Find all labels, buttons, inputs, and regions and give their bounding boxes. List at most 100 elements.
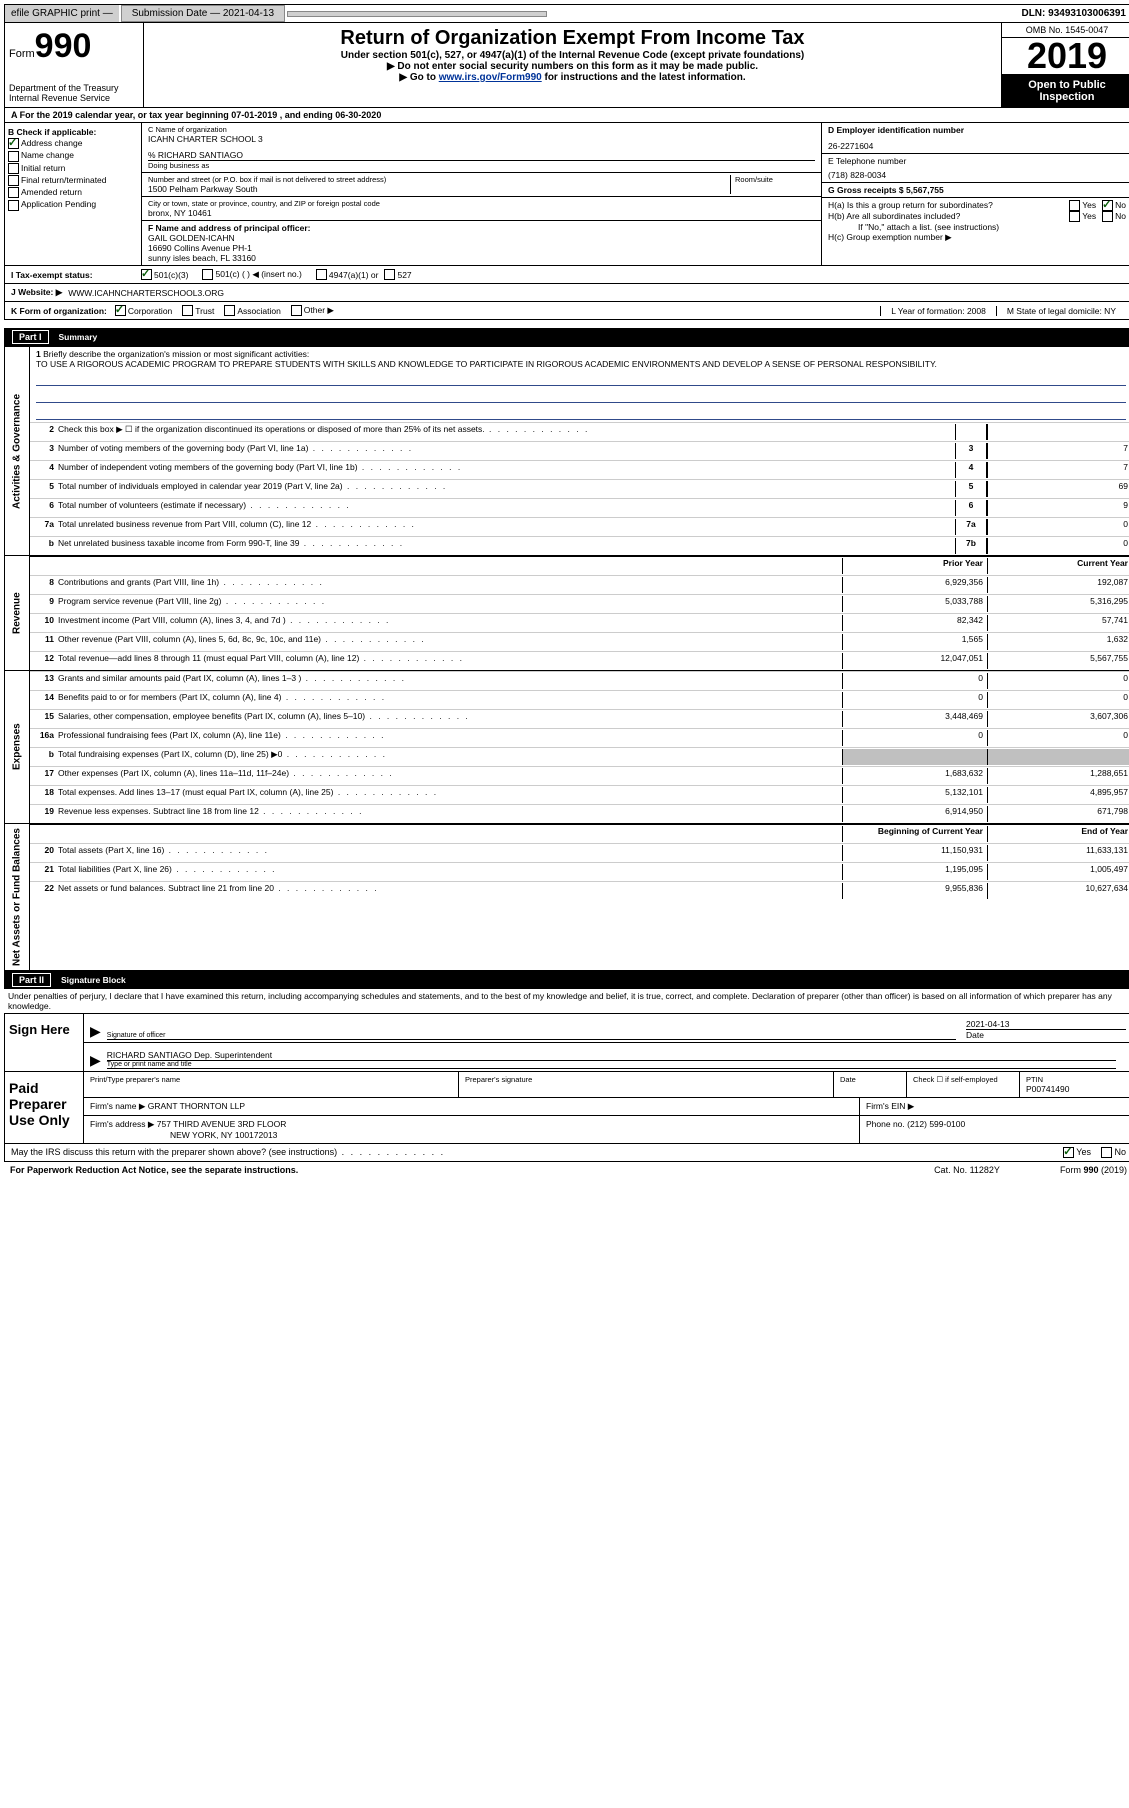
part2-header: Part II Signature Block <box>4 971 1129 989</box>
org-name-label: C Name of organization <box>148 125 815 134</box>
prep-row-2: Firm's name ▶ GRANT THORNTON LLP Firm's … <box>84 1098 1129 1116</box>
phone-cell: E Telephone number (718) 828-0034 <box>822 154 1129 183</box>
arrow-icon-2: ▶ <box>90 1052 101 1069</box>
irs-link[interactable]: www.irs.gov/Form990 <box>439 72 542 83</box>
irs-discuss-row: May the IRS discuss this return with the… <box>4 1144 1129 1162</box>
topbar: efile GRAPHIC print — Submission Date — … <box>4 4 1129 23</box>
prep-row-3: Firm's address ▶ 757 THIRD AVENUE 3RD FL… <box>84 1116 1129 1143</box>
cb-501c3[interactable] <box>141 269 152 280</box>
name-field: RICHARD SANTIAGO Dep. Superintendent Typ… <box>107 1050 1116 1069</box>
line-3: 3Number of voting members of the governi… <box>30 441 1129 460</box>
checkbox-name-change[interactable] <box>8 151 19 162</box>
revenue-colheader: Prior Year Current Year <box>30 556 1129 575</box>
revenue-body: Prior Year Current Year 8Contributions a… <box>30 556 1129 670</box>
netassets-body: Beginning of Current Year End of Year 20… <box>30 824 1129 970</box>
line-4: 4Number of independent voting members of… <box>30 460 1129 479</box>
label-name-change: Name change <box>21 150 74 160</box>
col-d-h: D Employer identification number 26-2271… <box>821 123 1129 265</box>
part2-num: Part II <box>12 973 51 987</box>
cb-corp[interactable] <box>115 305 126 316</box>
form-subtitle: Under section 501(c), 527, or 4947(a)(1)… <box>152 50 993 61</box>
prep-name-col: Print/Type preparer's name <box>84 1072 459 1097</box>
hb-yes-checkbox[interactable] <box>1069 211 1080 222</box>
part1-title: Summary <box>59 332 98 342</box>
activities-section: Activities & Governance 1 Briefly descri… <box>4 346 1129 556</box>
cb-501c[interactable] <box>202 269 213 280</box>
opt-other: Other ▶ <box>304 305 334 316</box>
tax-year: 2019 <box>1002 38 1129 75</box>
instr-nossn: ▶ Do not enter social security numbers o… <box>152 61 993 72</box>
dln-label: DLN: 93493103006391 <box>1021 8 1129 19</box>
cb-4947[interactable] <box>316 269 327 280</box>
h-section: H(a) Is this a group return for subordin… <box>822 198 1129 245</box>
cb-527[interactable] <box>384 269 395 280</box>
irs-no-checkbox[interactable] <box>1101 1147 1112 1158</box>
officer-addr2: sunny isles beach, FL 33160 <box>148 253 815 263</box>
hb-note: If "No," attach a list. (see instruction… <box>828 222 1126 232</box>
submission-date-button[interactable]: Submission Date — 2021-04-13 <box>121 5 285 22</box>
city-value: bronx, NY 10461 <box>148 208 815 218</box>
officer-name: GAIL GOLDEN-ICAHN <box>148 233 815 243</box>
mission-num: 1 <box>36 349 41 359</box>
firm-addr1: 757 THIRD AVENUE 3RD FLOOR <box>157 1119 287 1129</box>
form-990-number: 990 <box>35 27 92 65</box>
checkbox-amended-return[interactable] <box>8 187 19 198</box>
opt-527: 527 <box>397 270 411 280</box>
sign-here-label: Sign Here <box>5 1014 84 1071</box>
line-15: 15Salaries, other compensation, employee… <box>30 709 1129 728</box>
mission-rule2 <box>36 388 1126 403</box>
blank-button[interactable] <box>287 11 547 17</box>
hb-yes: Yes <box>1082 211 1096 222</box>
cb-other[interactable] <box>291 305 302 316</box>
irs-yes-checkbox[interactable] <box>1063 1147 1074 1158</box>
ptin-cell: PTIN P00741490 <box>1020 1072 1129 1097</box>
signature-intro: Under penalties of perjury, I declare th… <box>4 989 1129 1013</box>
mission-label: Briefly describe the organization's miss… <box>43 349 309 359</box>
col-b-title: B Check if applicable: <box>8 127 138 137</box>
line-22: 22Net assets or fund balances. Subtract … <box>30 881 1129 900</box>
ha-yes-checkbox[interactable] <box>1069 200 1080 211</box>
website-value: WWW.ICAHNCHARTERSCHOOL3.ORG <box>68 288 224 298</box>
checkbox-final-return[interactable] <box>8 175 19 186</box>
cb-trust[interactable] <box>182 305 193 316</box>
checkbox-app-pending[interactable] <box>8 200 19 211</box>
line-20: 20Total assets (Part X, line 16)11,150,9… <box>30 843 1129 862</box>
activities-body: 1 Briefly describe the organization's mi… <box>30 347 1129 555</box>
firm-name-label: Firm's name ▶ <box>90 1101 145 1111</box>
form-number: Form990 <box>9 27 139 66</box>
header-center: Return of Organization Exempt From Incom… <box>144 23 1001 107</box>
date-sublabel: Date <box>966 1029 1126 1040</box>
mission-rule3 <box>36 405 1126 420</box>
hb-no-checkbox[interactable] <box>1102 211 1113 222</box>
ha-no-checkbox[interactable] <box>1102 200 1113 211</box>
part2-title: Signature Block <box>61 975 126 985</box>
open-public-badge: Open to Public Inspection <box>1002 75 1129 107</box>
sig-row-2: ▶ RICHARD SANTIAGO Dep. Superintendent T… <box>84 1043 1129 1071</box>
officer-addr1: 16690 Collins Avenue PH-1 <box>148 243 815 253</box>
header-left: Form990 Department of the Treasury Inter… <box>5 23 144 107</box>
form-title: Return of Organization Exempt From Incom… <box>152 27 993 50</box>
col-c: C Name of organization ICAHN CHARTER SCH… <box>142 123 821 265</box>
city-label: City or town, state or province, country… <box>148 199 815 208</box>
cb-assoc[interactable] <box>224 305 235 316</box>
instr-pre: ▶ Go to <box>399 72 438 83</box>
opt-corp: Corporation <box>128 306 172 316</box>
hb-no: No <box>1115 211 1126 222</box>
row-k-org-form: K Form of organization: Corporation Trus… <box>4 302 1129 320</box>
sig-row-1: ▶ Signature of officer 2021-04-13 Date <box>84 1014 1129 1043</box>
mission-rule1 <box>36 371 1126 386</box>
line-12: 12Total revenue—add lines 8 through 11 (… <box>30 651 1129 670</box>
netassets-section: Net Assets or Fund Balances Beginning of… <box>4 824 1129 971</box>
sig-date: 2021-04-13 <box>966 1019 1126 1029</box>
signature-field[interactable]: Signature of officer <box>107 1032 956 1040</box>
checkbox-address-change[interactable] <box>8 138 19 149</box>
gross-cell: G Gross receipts $ 5,567,755 <box>822 183 1129 198</box>
section-a: A For the 2019 calendar year, or tax yea… <box>4 108 1129 123</box>
phone-value: (718) 828-0034 <box>828 170 1126 180</box>
org-name-cell: C Name of organization ICAHN CHARTER SCH… <box>142 123 821 173</box>
opt-501c: 501(c) ( ) ◀ (insert no.) <box>215 269 301 280</box>
hc-label: H(c) Group exemption number ▶ <box>828 232 1126 243</box>
prep-sig-col: Preparer's signature <box>459 1072 834 1097</box>
care-of: % RICHARD SANTIAGO <box>148 150 815 160</box>
checkbox-initial-return[interactable] <box>8 163 19 174</box>
